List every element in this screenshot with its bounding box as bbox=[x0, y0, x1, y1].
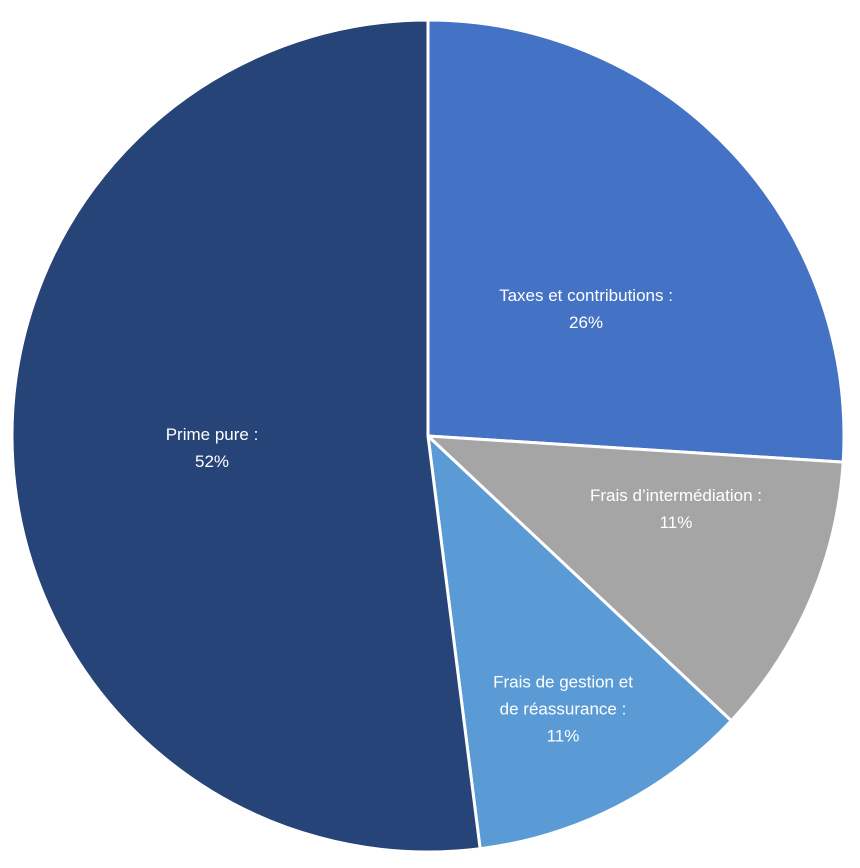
pie-slice-1 bbox=[426, 434, 845, 723]
slice-category-label: Prime pure : bbox=[166, 425, 259, 444]
pie-slices bbox=[10, 18, 846, 854]
slice-labels: Taxes et contributions : 26% Frais d’inter… bbox=[166, 286, 762, 746]
slice-value-label: 11% bbox=[547, 726, 580, 745]
pie-slice-3 bbox=[10, 18, 482, 854]
pie-slice-2 bbox=[426, 434, 733, 851]
slice-label-2: Frais de gestion et de réassurance : 11% bbox=[493, 672, 633, 745]
slice-value-label: 11% bbox=[660, 513, 693, 532]
slice-value-label: 52% bbox=[195, 452, 229, 471]
slice-category-label: Frais d’intermédiation : bbox=[590, 486, 762, 505]
slice-label-1: Frais d’intermédiation : 11% bbox=[590, 486, 762, 532]
slice-category-label: de réassurance : bbox=[500, 699, 627, 718]
slice-category-label: Frais de gestion et bbox=[493, 672, 633, 691]
slice-label-3: Prime pure : 52% bbox=[166, 425, 259, 471]
slice-category-label: Taxes et contributions : bbox=[499, 286, 673, 305]
slice-value-label: 26% bbox=[569, 313, 603, 332]
slice-label-0: Taxes et contributions : 26% bbox=[499, 286, 673, 332]
pie-slice-0 bbox=[426, 18, 846, 464]
